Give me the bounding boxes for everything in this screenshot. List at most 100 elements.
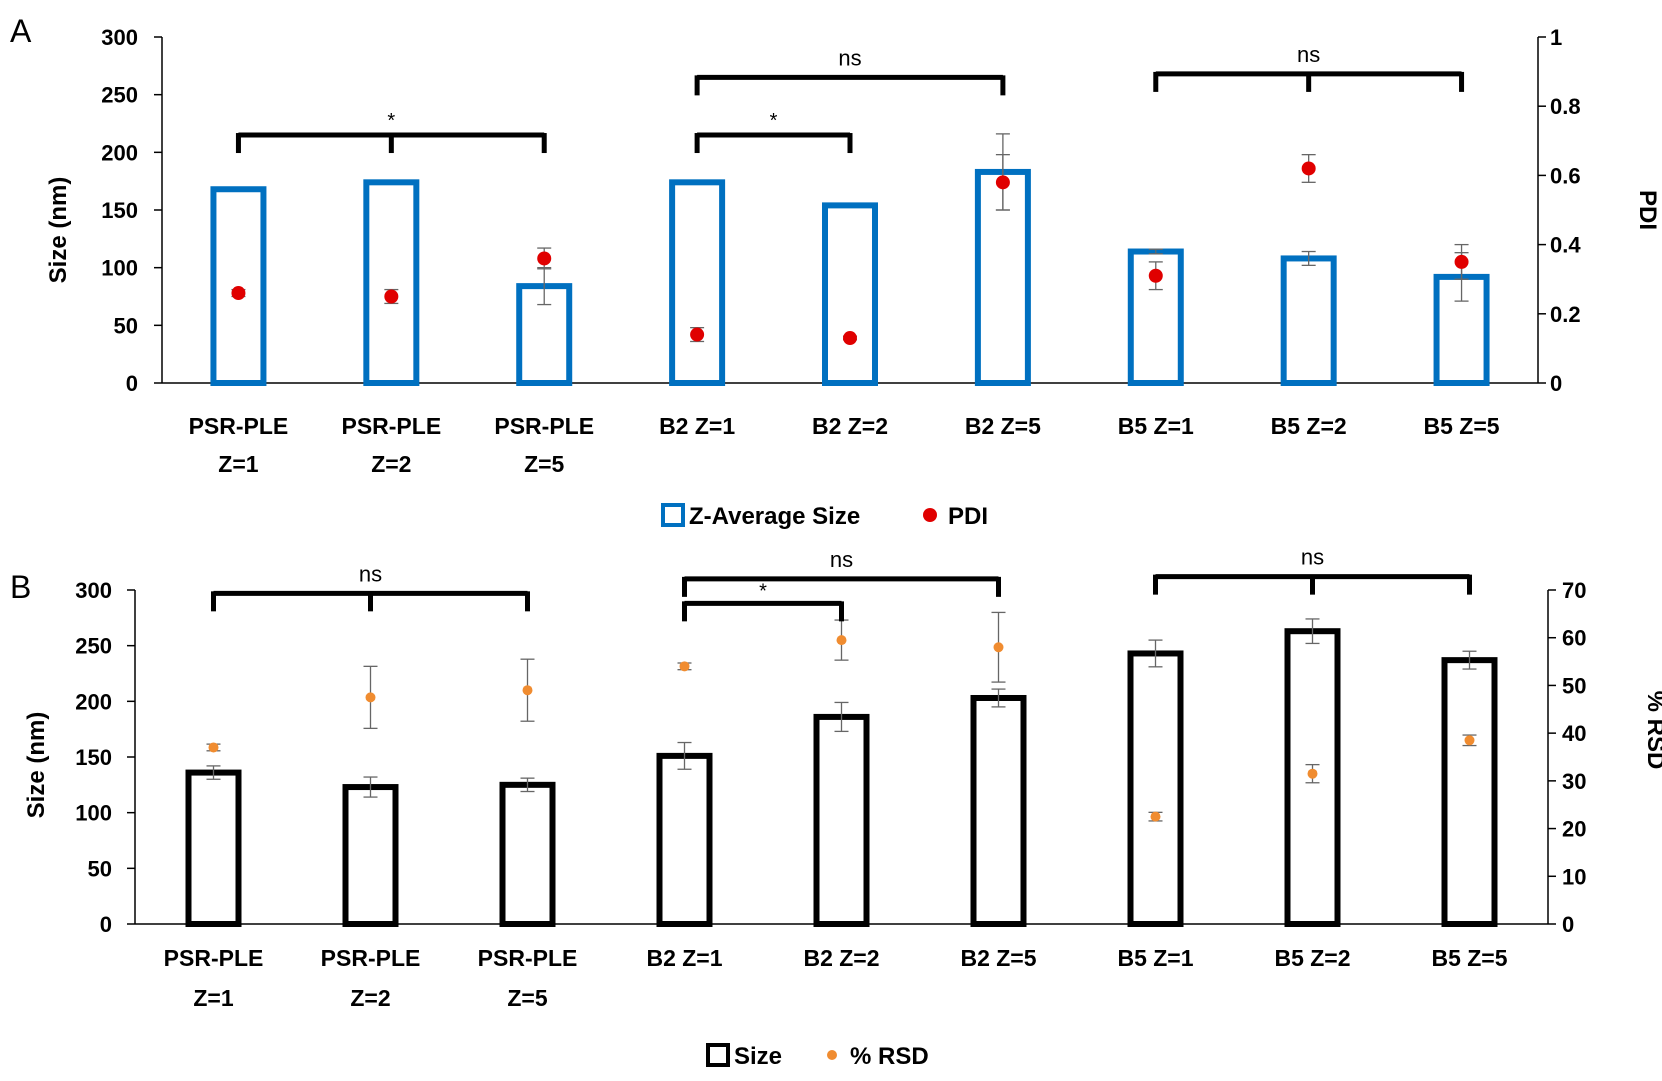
bar	[210, 186, 267, 386]
y-axis-title-right: PDI	[1634, 190, 1661, 230]
data-point	[208, 742, 219, 753]
category-label: Z=2	[371, 451, 411, 477]
data-point	[843, 331, 857, 346]
category-label: B2 Z=5	[960, 945, 1036, 971]
y-tick-label-left: 300	[101, 25, 138, 50]
category-label: B2 Z=2	[812, 413, 888, 439]
data-point	[836, 635, 847, 646]
bar	[813, 713, 870, 927]
category-label: Z=5	[524, 451, 564, 477]
y-tick-label-left: 100	[75, 801, 112, 826]
legend-swatch-bar	[661, 503, 685, 527]
data-point	[231, 286, 246, 301]
y-tick-label-right: 0.2	[1550, 302, 1581, 327]
category-label: B5 Z=1	[1118, 413, 1194, 439]
y-tick-label-left: 50	[114, 313, 138, 338]
y-tick-label-right: 20	[1562, 817, 1586, 842]
category-label: B5 Z=2	[1274, 945, 1350, 971]
bar	[1441, 657, 1498, 927]
bar	[185, 769, 242, 927]
y-tick-label-right: 0	[1550, 371, 1562, 396]
y-tick-label-left: 200	[101, 140, 138, 165]
significance-label: *	[759, 580, 767, 602]
category-label: B2 Z=1	[659, 413, 735, 439]
data-point	[365, 692, 376, 703]
category-label: B2 Z=5	[965, 413, 1041, 439]
y-tick-label-left: 300	[75, 578, 112, 603]
y-tick-label-right: 30	[1562, 769, 1586, 794]
y-tick-label-right: 50	[1562, 673, 1586, 698]
y-tick-label-right: 0.6	[1550, 163, 1581, 188]
category-label: PSR-PLE	[189, 413, 289, 439]
bar	[970, 694, 1027, 928]
category-label: Z=1	[193, 985, 233, 1011]
y-axis-title-left: Size (nm)	[23, 712, 50, 819]
y-tick-label-left: 200	[75, 689, 112, 714]
data-point	[384, 289, 399, 304]
bar	[656, 752, 713, 927]
y-tick-label-right: 70	[1562, 578, 1586, 603]
y-tick-label-right: 0.4	[1550, 233, 1581, 258]
panel-label: B	[10, 569, 31, 605]
y-tick-label-right: 0.8	[1550, 94, 1581, 119]
y-tick-label-right: 0	[1562, 912, 1574, 937]
data-point	[1454, 254, 1469, 269]
legend-label-bar: Z-Average Size	[689, 503, 860, 530]
category-label: PSR-PLE	[494, 413, 594, 439]
y-tick-label-left: 0	[100, 912, 112, 937]
category-label: Z=1	[218, 451, 258, 477]
bar	[1280, 255, 1337, 386]
category-label: B2 Z=2	[803, 945, 879, 971]
data-point	[993, 642, 1004, 653]
data-point	[679, 661, 690, 672]
data-point	[1301, 161, 1316, 176]
category-label: B5 Z=1	[1117, 945, 1193, 971]
legend-swatch-bar	[706, 1043, 730, 1067]
bar	[363, 179, 420, 386]
data-point	[1148, 268, 1163, 283]
significance-label: *	[770, 110, 778, 132]
significance-label: *	[387, 110, 395, 132]
category-label: Z=2	[350, 985, 390, 1011]
y-axis-title-right: % RSD	[1642, 691, 1662, 770]
bar	[1127, 650, 1184, 928]
category-label: Z=5	[507, 985, 547, 1011]
significance-label: ns	[1301, 545, 1324, 570]
category-label: PSR-PLE	[478, 945, 578, 971]
data-point	[1150, 811, 1161, 822]
bar	[669, 179, 726, 386]
category-label: B2 Z=1	[646, 945, 722, 971]
category-label: PSR-PLE	[341, 413, 441, 439]
y-tick-label-right: 60	[1562, 626, 1586, 651]
category-label: PSR-PLE	[321, 945, 421, 971]
legend-label-point: PDI	[948, 503, 988, 530]
y-tick-label-left: 0	[126, 371, 138, 396]
data-point	[1464, 735, 1475, 746]
y-tick-label-right: 1	[1550, 25, 1562, 50]
category-label: B5 Z=5	[1431, 945, 1507, 971]
bar	[342, 784, 399, 927]
data-point	[690, 327, 705, 342]
legend-label-point: % RSD	[850, 1043, 929, 1070]
y-tick-label-left: 250	[101, 83, 138, 108]
y-tick-label-left: 100	[101, 256, 138, 281]
y-tick-label-left: 50	[88, 856, 112, 881]
y-tick-label-right: 40	[1562, 721, 1586, 746]
bar	[822, 202, 878, 386]
significance-label: ns	[838, 45, 861, 70]
data-point	[1307, 768, 1318, 779]
category-label: B5 Z=2	[1271, 413, 1347, 439]
legend-swatch-point	[923, 508, 937, 522]
legend-swatch-point	[827, 1050, 837, 1060]
category-label: PSR-PLE	[164, 945, 264, 971]
y-tick-label-left: 150	[101, 198, 138, 223]
data-point	[995, 175, 1010, 190]
y-axis-title-left: Size (nm)	[45, 177, 72, 284]
bar	[499, 781, 556, 927]
significance-label: ns	[830, 547, 853, 572]
y-tick-label-left: 150	[75, 745, 112, 770]
category-label: B5 Z=5	[1424, 413, 1500, 439]
significance-label: ns	[1297, 42, 1320, 67]
significance-label: ns	[359, 561, 382, 586]
